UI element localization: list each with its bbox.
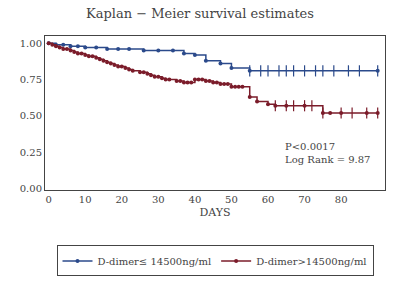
- svg-text:80: 80: [335, 194, 348, 205]
- svg-text:Kaplan − Meier survival estima: Kaplan − Meier survival estimates: [86, 6, 314, 21]
- svg-text:70: 70: [298, 194, 311, 205]
- svg-text:0.50: 0.50: [20, 110, 42, 121]
- svg-text:1.00: 1.00: [20, 38, 42, 49]
- svg-text:DAYS: DAYS: [199, 206, 230, 219]
- svg-text:D-dimer>14500ng/ml: D-dimer>14500ng/ml: [256, 256, 366, 267]
- svg-text:40: 40: [189, 194, 202, 205]
- svg-text:10: 10: [79, 194, 92, 205]
- svg-text:50: 50: [225, 194, 238, 205]
- svg-text:30: 30: [152, 194, 165, 205]
- svg-text:D-dimer≤ 14500ng/ml: D-dimer≤ 14500ng/ml: [98, 256, 212, 267]
- svg-text:60: 60: [262, 194, 275, 205]
- svg-text:0.25: 0.25: [20, 147, 42, 158]
- svg-text:0: 0: [45, 194, 51, 205]
- svg-text:0.00: 0.00: [20, 183, 42, 194]
- svg-text:P<0.0017Log Rank = 9.87: P<0.0017Log Rank = 9.87: [285, 141, 370, 165]
- svg-text:0.75: 0.75: [20, 74, 42, 85]
- svg-text:20: 20: [115, 194, 128, 205]
